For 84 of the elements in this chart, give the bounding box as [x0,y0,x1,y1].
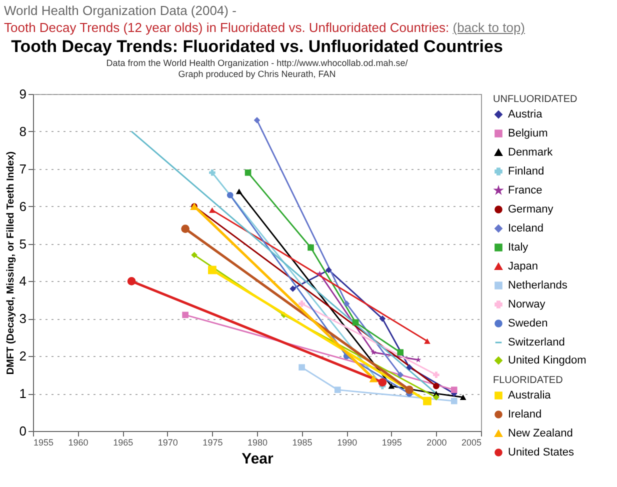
point [236,188,242,194]
text: Tooth Decay Trends (12 year olds) in Fluoridated vs. Unfluoridated Countries: [4,20,450,35]
x-tick-label: 1980 [247,438,268,448]
point [209,169,216,176]
x-tick-label: 1985 [292,438,312,448]
point [181,224,190,233]
legend-label: Finland [508,166,544,178]
point [254,117,260,124]
y-tick-label: 0 [19,424,26,438]
point [343,300,350,307]
y-tick-label: 4 [19,274,26,289]
legend-label: Iceland [508,222,544,234]
y-tick-label: 9 [19,86,26,102]
point [334,386,341,393]
x-tick-label: 1955 [34,438,54,448]
point [298,300,305,307]
point [397,372,404,378]
point [191,252,198,258]
point [450,386,458,393]
x-tick-label: 1975 [202,438,223,448]
legend-label: Austria [508,108,544,120]
point [316,270,323,276]
text: Data from the World Health Organization - http://www.whocollab.od.mah.se/ [106,58,408,68]
legend-label: Norway [508,298,546,310]
legend-label: Netherlands [508,280,568,292]
legend-label: United Kingdom [508,354,586,366]
point [244,169,252,176]
y-tick-label: 3 [19,311,26,326]
point [415,356,422,362]
point [182,312,188,318]
text: Graph produced by Chris Neurath, FAN [178,69,336,79]
legend-label: France [508,184,542,196]
legend-label: Sweden [508,318,548,330]
y-axis-title: DMFT (Decayed, Missing, or Filled Teeth Index) [5,151,16,375]
legend-label: Italy [508,242,529,254]
point [326,266,332,274]
point [370,349,376,355]
point [460,394,466,400]
point [433,394,440,400]
point [397,349,404,356]
legend-label: Australia [508,390,552,402]
x-tick-label: 1960 [68,438,88,448]
x-tick-label: 2000 [426,438,447,448]
legend-label: Switzerland [508,336,565,348]
x-tick-label: 2005 [461,438,482,448]
point [406,364,412,371]
legend-label: Denmark [508,146,554,158]
point [127,277,136,286]
point [450,398,458,404]
x-axis-title: Year [242,450,274,468]
legend-label: United States [508,446,575,458]
x-tick-label: 1965 [113,438,134,448]
point [208,266,216,274]
legend-label: New Zealand [508,428,573,440]
text: (back to top) [452,20,526,35]
legend-label: Belgium [508,128,548,140]
point [433,382,440,390]
point [433,372,440,378]
text: FLUORIDATED [493,375,563,386]
y-tick-label: 8 [19,124,26,139]
point [405,386,414,394]
y-tick-label: 1 [19,386,26,402]
y-tick-label: 2 [19,348,26,364]
chart-title: Tooth Decay Trends: Fluoridated vs. Unfluoridated Countries [11,37,503,56]
point [423,396,432,406]
point [290,286,296,292]
point [226,192,234,198]
point [308,244,314,251]
text: UNFLUORIDATED [493,94,578,105]
point [352,319,359,326]
x-tick-label: 1970 [158,438,178,448]
y-tick-label: 7 [19,161,26,176]
legend-label: Ireland [508,408,542,420]
x-tick-label: 1990 [337,438,358,448]
legend-label: Japan [508,260,538,272]
point [388,383,395,389]
point [378,378,387,386]
text: World Health Organization Data (2004) - [4,2,238,19]
point [298,364,305,371]
x-tick-label: 1995 [382,438,402,448]
legend-label: Germany [508,204,554,216]
y-tick-label: 6 [19,198,26,214]
point [379,316,386,322]
y-tick-label: 5 [19,236,26,252]
